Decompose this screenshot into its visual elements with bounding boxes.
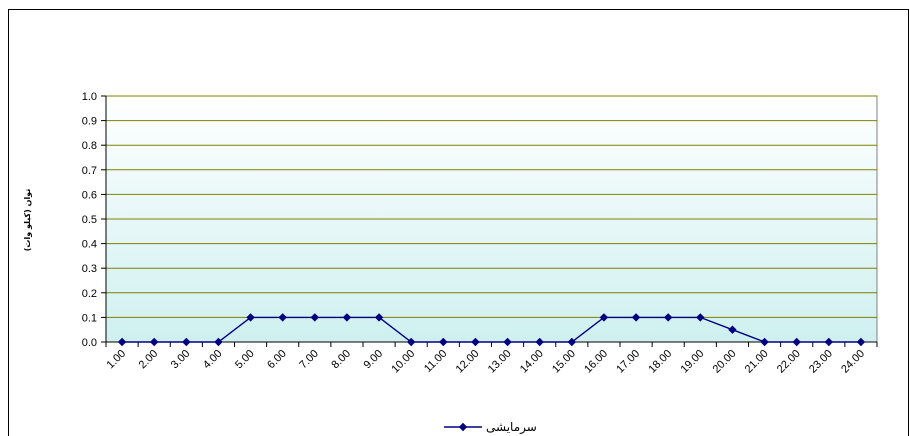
series-line [122,316,861,343]
x-tick-label: 2.00 [137,348,161,372]
x-tick-label: 16.00 [582,348,610,376]
data-point [792,337,801,347]
y-tick-label: 0.5 [82,214,97,226]
x-tick-label: 3.00 [169,348,193,372]
data-point [406,337,416,347]
x-tick-label: 7.00 [297,348,321,372]
x-tick-label: 10.00 [389,348,417,376]
data-point [374,313,384,322]
x-tick-label: 14.00 [518,348,546,376]
x-tick-label: 18.00 [646,348,674,376]
x-tick-label: 20.00 [711,348,739,376]
data-point [149,337,159,347]
y-tick-label: 0.4 [82,239,97,251]
x-tick-label: 1.00 [105,348,129,372]
y-tick-label: 0.3 [82,263,97,275]
y-axis-label: توان (كيلو وات) [23,189,32,251]
grid-lines [106,95,877,318]
y-tick-label: 1.0 [82,91,97,103]
x-tick-label: 9.00 [362,348,386,372]
y-tick-label: 0.2 [82,288,97,300]
y-tick-label: 0.1 [82,312,97,324]
x-axis: 1.00 2.00 3.00 4.00 5.00 6.00 7.00 8.00 9.00 10.0… [105,341,878,376]
data-point [342,313,352,322]
x-tick-label: 12.00 [454,348,482,376]
legend: سرمايشی [444,420,537,435]
data-point [535,337,544,347]
x-tick-label: 5.00 [233,348,257,372]
x-tick-label: 13.00 [486,348,514,376]
y-tick-label: 0.9 [82,116,97,128]
data-point [471,337,480,347]
y-axis: 0.0 0.1 0.2 0.3 0.4 0.5 0.6 0.7 0.8 0.9 1.0 [82,91,107,349]
y-tick-label: 0.8 [82,140,97,152]
data-point [567,337,577,347]
x-tick-label: 23.00 [807,348,835,376]
series-layer [117,313,866,347]
x-tick-label: 11.00 [422,348,449,375]
data-point [760,337,769,347]
y-tick-label: 0.7 [82,165,97,177]
data-point [310,313,320,322]
data-point [439,337,448,347]
x-tick-label: 4.00 [201,348,225,372]
data-point [663,313,673,322]
data-point [278,313,287,322]
y-tick-label: 0.6 [82,189,97,201]
data-point [117,337,127,347]
data-point [599,313,609,322]
data-point [246,313,255,322]
x-tick-label: 21.00 [743,348,771,376]
x-tick-label: 15.00 [550,348,578,376]
x-tick-label: 22.00 [775,348,803,376]
data-point [214,337,223,347]
x-tick-label: 8.00 [329,348,353,372]
x-tick-label: 17.00 [614,348,642,376]
x-tick-label: 24.00 [839,348,867,376]
data-point [631,313,641,322]
y-tick-label: 0.0 [82,337,97,349]
data-point [503,337,512,347]
data-point [182,337,191,347]
data-point [824,337,834,347]
data-point [856,337,866,347]
legend-marker [458,422,468,432]
data-point [728,325,737,334]
data-point [696,313,705,322]
legend-label: سرمايشی [486,420,537,435]
x-tick-label: 19.00 [678,348,706,376]
x-tick-label: 6.00 [265,348,289,372]
